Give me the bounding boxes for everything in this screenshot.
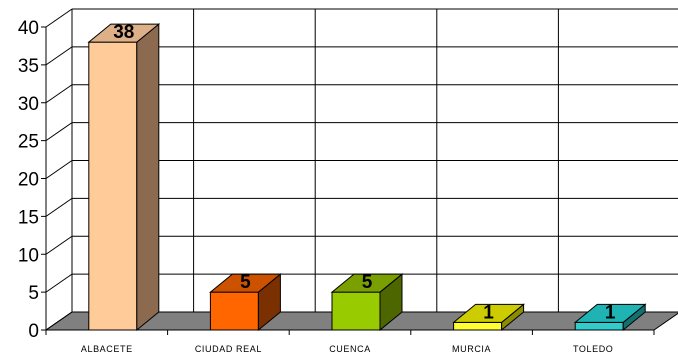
gridline-sidewall — [45, 311, 73, 331]
bar-front-face — [574, 321, 624, 331]
data-label: 5 — [362, 272, 373, 293]
y-tick-label: 25 — [18, 132, 39, 153]
gridline-sidewall — [45, 160, 73, 179]
y-tick-label: 35 — [18, 56, 39, 77]
gridline-sidewall — [45, 84, 73, 104]
gridline-sidewall — [45, 273, 73, 293]
data-label: 5 — [240, 272, 251, 293]
y-tick-label: 20 — [18, 170, 39, 191]
bar-front-face — [331, 291, 381, 331]
gridlines — [45, 8, 678, 331]
x-tick-label: CIUDAD REAL — [195, 344, 262, 354]
gridline-sidewall — [45, 122, 73, 142]
bar-albacete — [87, 23, 161, 332]
x-tick-label: MURCIA — [452, 344, 491, 354]
x-tick-label: ALBACETE — [81, 344, 133, 354]
y-tick-label: 40 — [18, 18, 39, 39]
y-tick-label: 10 — [18, 245, 39, 266]
bar-top-face — [330, 273, 404, 293]
bar-top-face — [208, 273, 282, 293]
gridline-sidewall — [45, 8, 73, 28]
bar-ciudad-real — [208, 273, 282, 332]
y-tick-label: 5 — [28, 283, 39, 304]
data-labels: 38 5 5 1 1 — [113, 22, 616, 323]
x-tick-label: TOLEDO — [573, 344, 613, 354]
bar-front-face — [453, 321, 503, 331]
y-tick-label: 0 — [28, 321, 39, 342]
bar-toledo — [573, 303, 647, 332]
bar-cuenca — [330, 273, 404, 332]
bar-side-face — [136, 23, 160, 332]
bar-front-face — [209, 291, 259, 331]
value-axis — [41, 26, 655, 335]
bars — [87, 23, 647, 332]
bar-murcia — [452, 303, 526, 332]
gridline-sidewall — [45, 197, 73, 217]
bar-top-face — [573, 303, 647, 323]
y-tick-label: 30 — [18, 94, 39, 115]
data-label: 1 — [605, 302, 616, 323]
data-label: 1 — [483, 302, 494, 323]
y-tick-labels: 0 5 10 15 20 25 30 35 40 — [18, 18, 39, 342]
x-tick-label: CUENCA — [329, 344, 371, 354]
bar-front-face — [88, 41, 138, 331]
data-label: 38 — [113, 22, 134, 43]
bar-top-face — [452, 303, 526, 323]
gridline-sidewall — [45, 46, 73, 66]
x-tick-labels: ALBACETE CIUDAD REAL CUENCA MURCIA TOLEDO — [81, 344, 613, 354]
gridline-sidewall — [45, 235, 73, 255]
y-tick-label: 15 — [18, 207, 39, 228]
bar-top-face — [87, 23, 161, 43]
